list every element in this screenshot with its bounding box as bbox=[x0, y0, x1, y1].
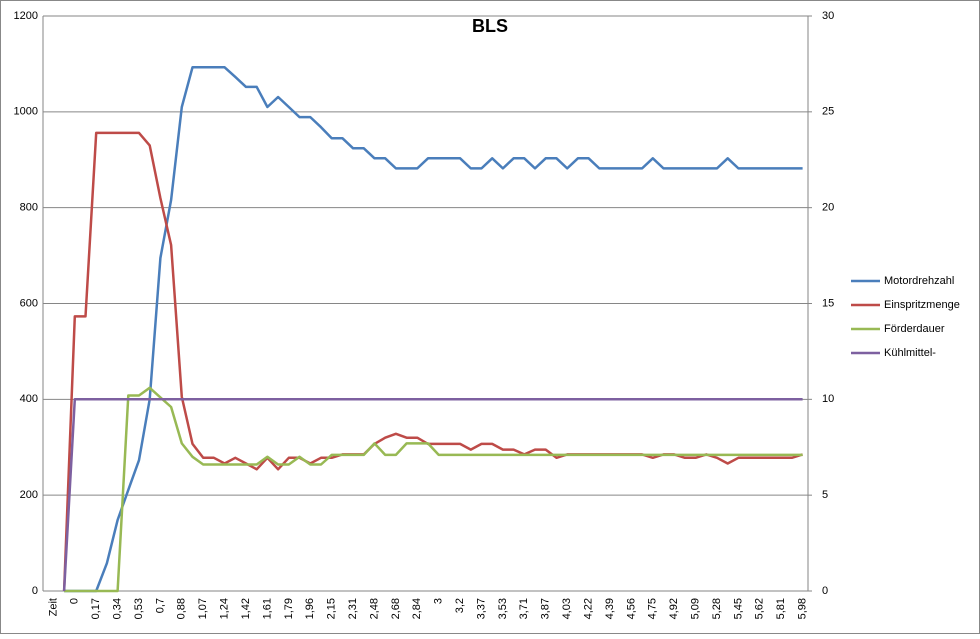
series-line bbox=[64, 386, 803, 593]
x-tick-label: 3,71 bbox=[518, 598, 530, 619]
x-tick-label: 4,39 bbox=[604, 598, 616, 619]
x-tick-label: 4,92 bbox=[668, 598, 680, 619]
chart-title: BLS bbox=[472, 16, 508, 36]
legend-label: Motordrehzahl bbox=[884, 275, 954, 287]
x-tick-label: 1,61 bbox=[261, 598, 273, 619]
y-tick-label: 600 bbox=[20, 297, 38, 309]
legend-label: Einspritzmenge bbox=[884, 299, 960, 311]
y2-tick-label: 10 bbox=[822, 393, 834, 405]
x-tick-label: 4,03 bbox=[561, 598, 573, 619]
x-tick-label: 3,37 bbox=[475, 598, 487, 619]
x-tick-label: 0,17 bbox=[90, 598, 102, 619]
x-tick-label: 5,09 bbox=[690, 598, 702, 619]
x-tick-label: 2,15 bbox=[326, 598, 338, 619]
x-tick-label: Zeit bbox=[47, 598, 59, 616]
x-tick-label: 4,22 bbox=[582, 598, 594, 619]
x-tick-label: 0,53 bbox=[133, 598, 145, 619]
x-tick-label: 2,48 bbox=[368, 598, 380, 619]
series-line bbox=[64, 66, 803, 593]
x-tick-label: 5,98 bbox=[797, 598, 809, 619]
x-tick-label: 0 bbox=[69, 598, 81, 604]
x-tick-label: 5,62 bbox=[754, 598, 766, 619]
x-tick-label: 3,87 bbox=[540, 598, 552, 619]
y-tick-label: 200 bbox=[20, 489, 38, 501]
x-tick-label: 2,68 bbox=[390, 598, 402, 619]
y-tick-label: 0 bbox=[32, 585, 38, 597]
x-tick-label: 0,88 bbox=[176, 598, 188, 619]
x-tick-label: 1,79 bbox=[283, 598, 295, 619]
x-tick-label: 3 bbox=[433, 598, 445, 604]
x-tick-label: 0,7 bbox=[154, 598, 166, 613]
x-tick-label: 5,81 bbox=[775, 598, 787, 619]
x-tick-label: 1,07 bbox=[197, 598, 209, 619]
y2-tick-label: 20 bbox=[822, 202, 834, 214]
y-tick-label: 1200 bbox=[14, 10, 38, 22]
legend-label: Kühlmittel- bbox=[884, 347, 936, 359]
x-tick-label: 4,56 bbox=[625, 598, 637, 619]
x-tick-label: 1,42 bbox=[240, 598, 252, 619]
x-tick-label: 0,34 bbox=[111, 598, 123, 619]
y2-tick-label: 5 bbox=[822, 489, 828, 501]
y-tick-label: 800 bbox=[20, 202, 38, 214]
y2-tick-label: 25 bbox=[822, 106, 834, 118]
y-tick-label: 400 bbox=[20, 393, 38, 405]
y-tick-label: 1000 bbox=[14, 106, 38, 118]
x-tick-label: 1,96 bbox=[304, 598, 316, 619]
y2-tick-label: 0 bbox=[822, 585, 828, 597]
y2-tick-label: 15 bbox=[822, 297, 834, 309]
x-tick-label: 4,75 bbox=[647, 598, 659, 619]
series-line bbox=[62, 398, 803, 592]
x-tick-label: 5,28 bbox=[711, 598, 723, 619]
x-tick-label: 2,31 bbox=[347, 598, 359, 619]
x-tick-label: 3,2 bbox=[454, 598, 466, 613]
x-tick-label: 3,53 bbox=[497, 598, 509, 619]
x-tick-label: 1,24 bbox=[219, 598, 231, 619]
x-tick-label: 2,84 bbox=[411, 598, 423, 619]
x-tick-label: 5,45 bbox=[732, 598, 744, 619]
y2-tick-label: 30 bbox=[822, 10, 834, 22]
legend-label: Förderdauer bbox=[884, 323, 945, 335]
